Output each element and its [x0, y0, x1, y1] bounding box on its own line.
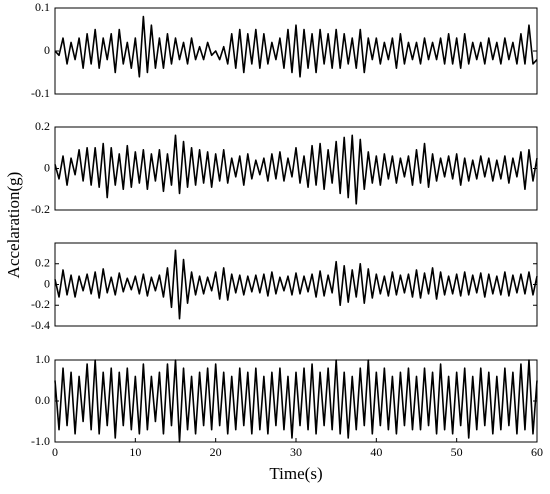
y-tick-label: -0.4 — [31, 318, 50, 332]
y-tick-label: -1.0 — [31, 434, 50, 448]
y-tick-label: 0 — [44, 43, 50, 57]
x-tick-label: 60 — [531, 445, 543, 459]
x-tick-label: 20 — [210, 445, 222, 459]
y-tick-label: 0 — [44, 160, 50, 174]
y-tick-label: 0.2 — [35, 119, 50, 133]
y-tick-label: -0.1 — [31, 86, 50, 100]
x-tick-label: 30 — [290, 445, 302, 459]
signal-line — [54, 359, 538, 443]
signal-line — [54, 134, 538, 205]
y-axis-label: Accelaration(g) — [4, 172, 23, 279]
x-tick-label: 10 — [129, 445, 141, 459]
y-tick-label: -0.2 — [31, 202, 50, 216]
y-tick-label: 0.2 — [35, 256, 50, 270]
signal-line — [54, 15, 538, 78]
y-tick-label: 0 — [44, 276, 50, 290]
x-tick-label: 0 — [52, 445, 58, 459]
y-tick-label: 1.0 — [35, 352, 50, 366]
x-axis-label: Time(s) — [269, 464, 322, 483]
y-tick-label: 0.1 — [35, 0, 50, 14]
x-tick-label: 40 — [370, 445, 382, 459]
x-tick-label: 50 — [451, 445, 463, 459]
y-tick-label: -0.2 — [31, 297, 50, 311]
y-tick-label: 0.0 — [35, 393, 50, 407]
signal-line — [54, 249, 538, 320]
